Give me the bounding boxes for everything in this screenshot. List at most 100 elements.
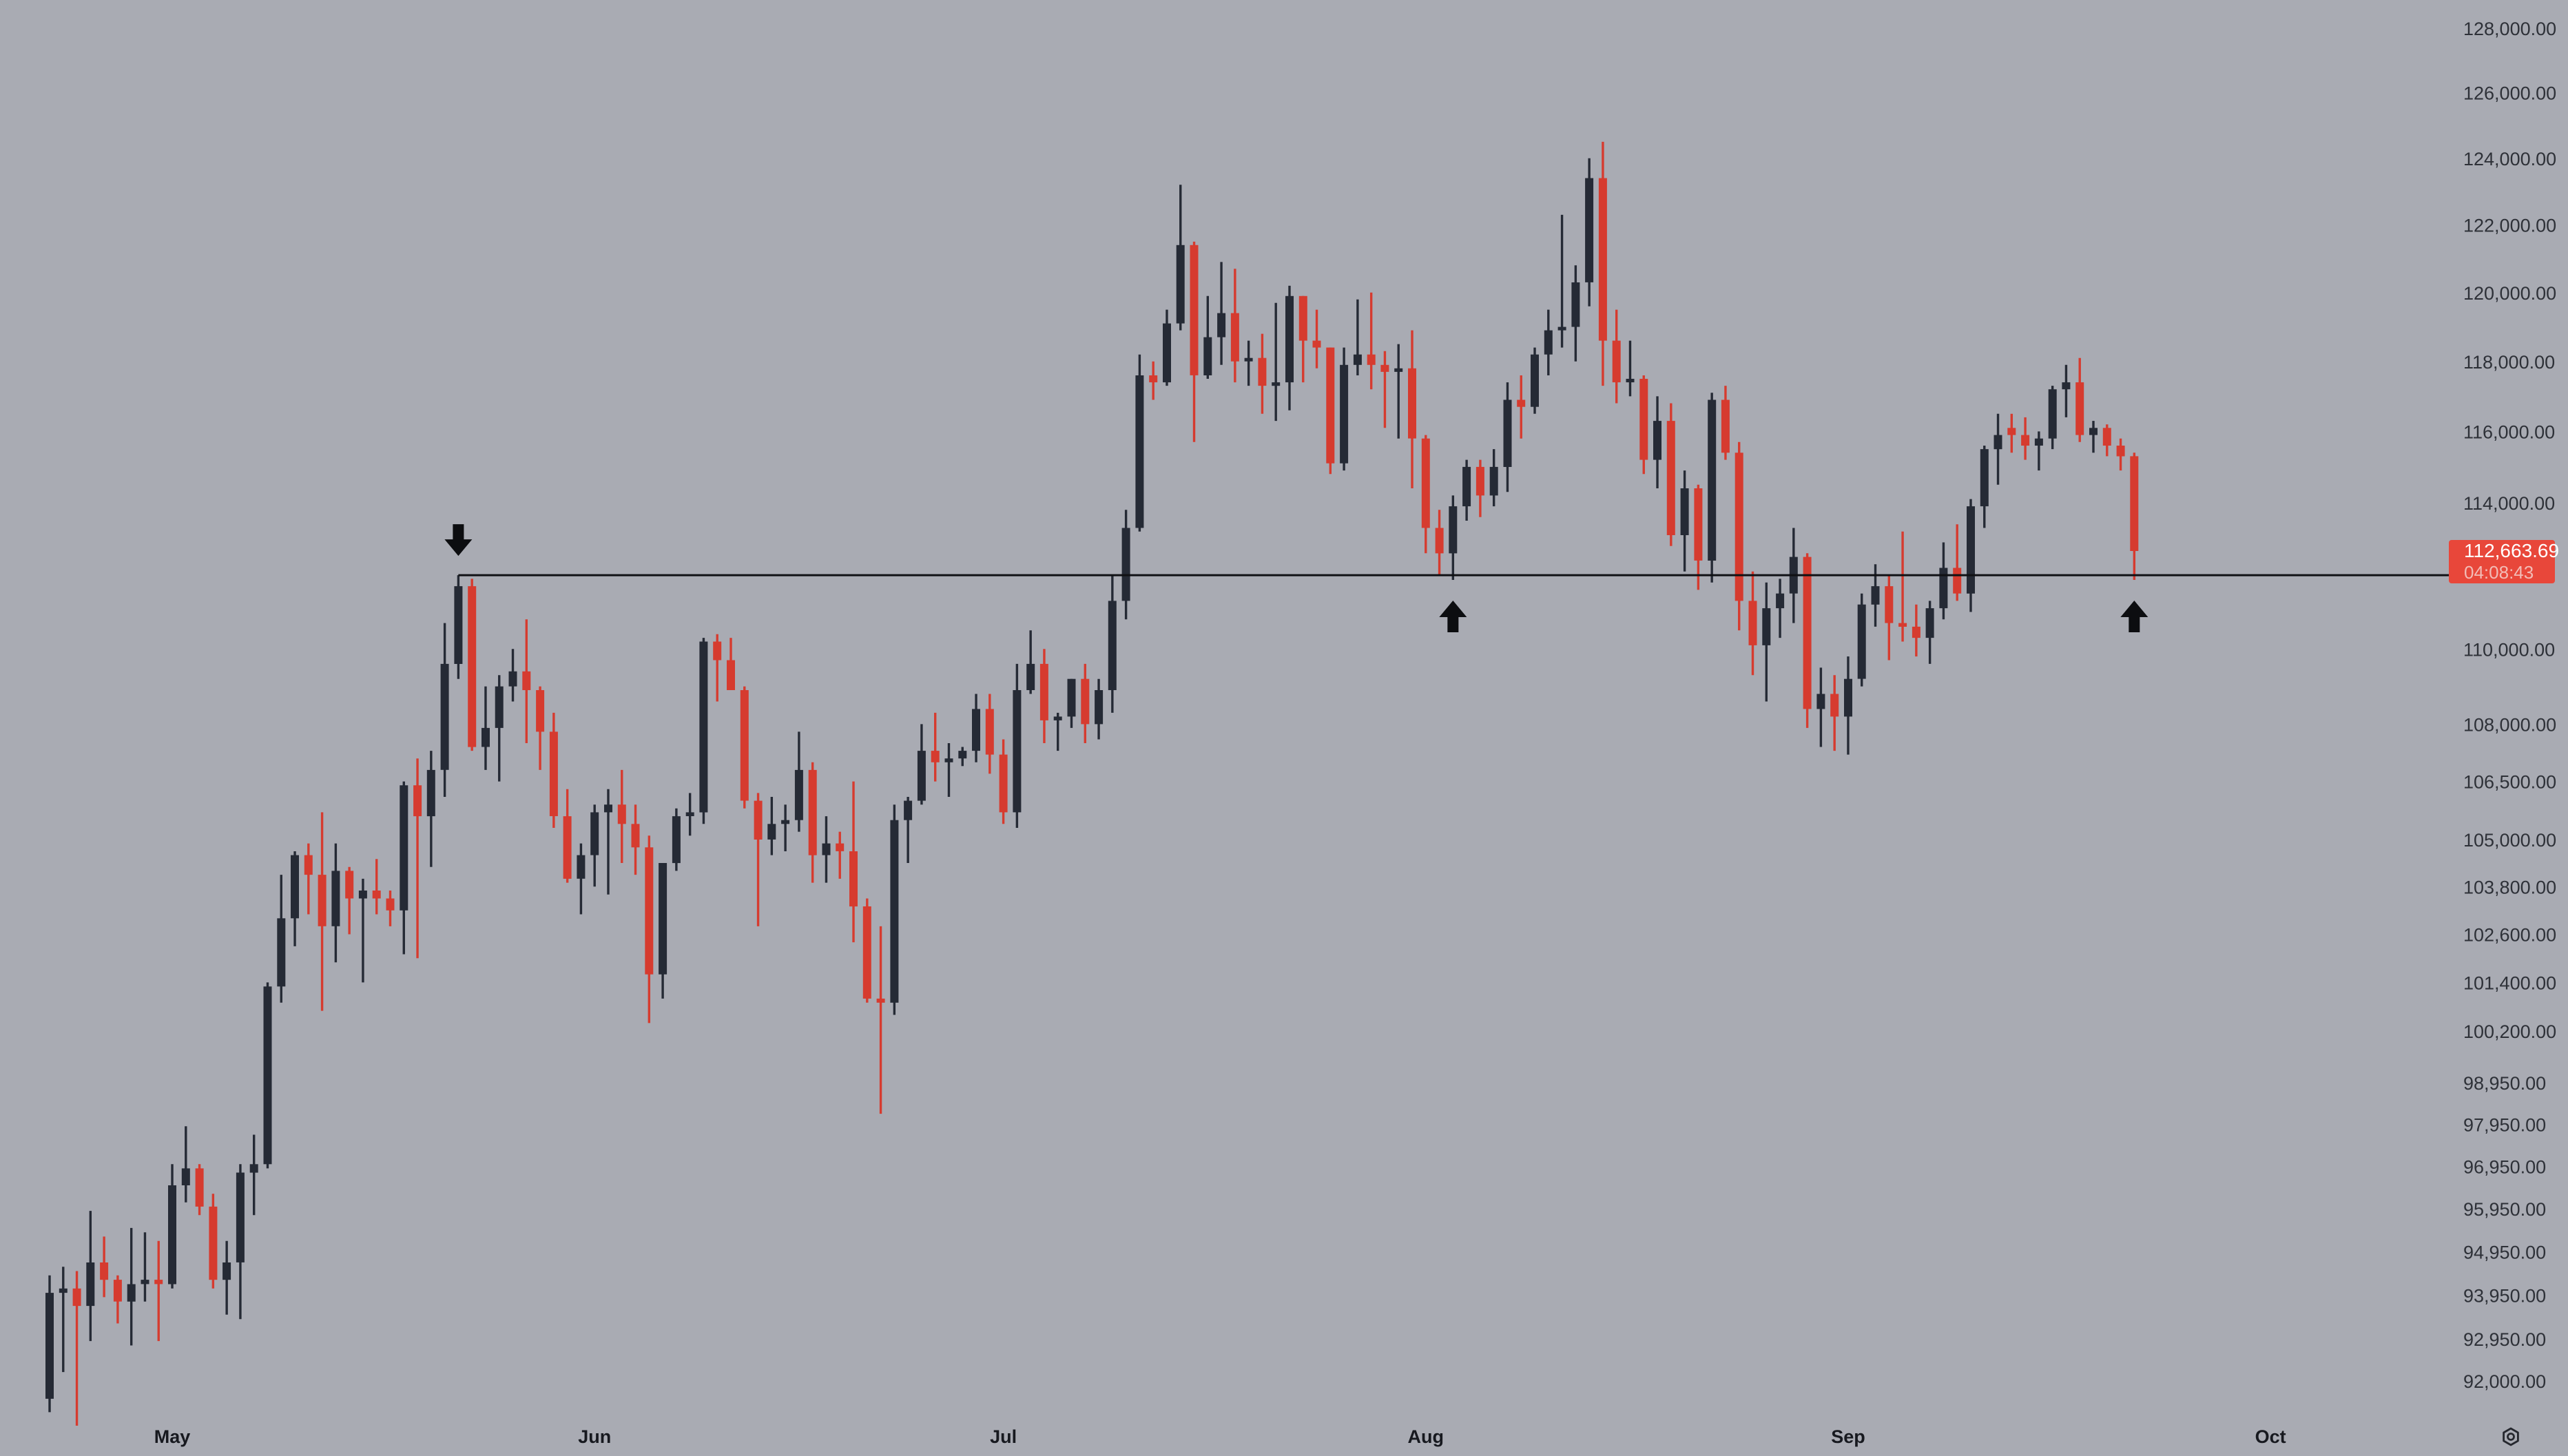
candle-body-up [1394,368,1403,372]
candle-body-down [2075,382,2084,435]
candle-body-down [304,855,313,875]
candle-body-up [1503,399,1512,467]
last-price-value: 112,663.69 [2464,540,2559,561]
candle-body-down [72,1288,81,1307]
candle-body-up [577,855,586,879]
candle-body-down [345,871,354,899]
candle-body-down [1598,178,1607,341]
candle-body-down [113,1280,122,1302]
down-arrow-marker-icon[interactable] [444,524,473,557]
up-arrow-marker-icon[interactable] [1439,601,1467,633]
candle-body-up [2089,428,2098,435]
candle-body-down [754,800,763,840]
candle-body-up [331,871,340,926]
candle-body-down [2116,446,2125,457]
price-axis-labels: 128,000.00 126,000.00 124,000.00 122,000.00… [2463,19,2556,1392]
candle-body-up [1176,245,1185,324]
candle-body-down [536,690,545,732]
candle-body-down [563,816,572,879]
candle-body-up [1571,282,1580,327]
month-tick-label: Sep [1831,1426,1865,1447]
candle-body-down [808,769,817,855]
time-axis[interactable] [0,1419,2568,1456]
candle-body-up [917,751,926,801]
candle-body-up [1067,678,1076,717]
candle-body-up [1353,354,1362,365]
month-tick-label: Jun [578,1426,611,1447]
candle-body-up [1857,604,1866,679]
candle-body-up [482,727,490,747]
candle-body-up [1108,601,1117,690]
candle-body-down [999,754,1008,813]
candle-body-down [1748,601,1757,645]
candle-body-down [1230,313,1239,362]
candle-body-up [699,641,708,813]
candle-body-down [1721,399,1730,453]
candle-body-up [1585,178,1594,282]
candles [45,141,2139,1426]
candle-body-up [1967,506,1975,594]
candle-body-up [291,855,299,919]
candle-body-up [1272,382,1281,386]
candle-body-down [549,731,558,816]
chart-pane[interactable] [0,0,2451,1419]
candle-body-up [440,663,449,770]
candle-body-down [195,1168,204,1207]
candle-body-up [1285,295,1294,383]
candle-body-up [1708,399,1717,561]
candle-body-up [2048,389,2057,439]
price-tick-label: 116,000.00 [2463,422,2555,442]
candle-body-up [1013,690,1022,813]
candle-body-down [522,671,531,690]
candle-body-down [631,824,640,848]
candle-body-down [1735,453,1743,601]
candle-body-down [2007,428,2016,435]
price-tick-label: 94,950.00 [2463,1242,2546,1262]
price-tick-label: 120,000.00 [2463,283,2556,304]
candle-body-up [508,671,517,687]
candle-body-down [1830,694,1839,717]
candle-body-up [1544,330,1553,355]
candle-body-up [904,800,913,820]
price-tick-label: 114,000.00 [2463,493,2555,514]
price-tick-label: 93,950.00 [2463,1285,2546,1306]
price-tick-label: 118,000.00 [2463,352,2555,373]
candle-body-down [1803,557,1812,709]
candle-body-up [1762,608,1771,645]
candle-body-down [617,804,626,824]
candle-body-down [154,1280,163,1285]
candle-body-up [604,804,612,813]
price-tick-label: 92,950.00 [2463,1329,2546,1350]
price-tick-label: 95,950.00 [2463,1199,2546,1220]
candle-body-up [1871,586,1880,605]
settings-gear-icon[interactable] [2503,1427,2519,1446]
time-axis-labels: May Jun Jul Aug Sep Oct [154,1426,2286,1447]
candle-body-up [685,812,694,816]
candle-body-up [794,769,803,820]
candle-body-up [1340,364,1349,464]
candle-body-down [1953,568,1962,594]
up-arrow-marker-icon[interactable] [2120,601,2148,633]
candle-body-down [740,690,749,801]
candle-body-down [1039,663,1048,720]
candle-body-up [1925,608,1934,638]
candle-body-up [2034,438,2043,446]
price-tick-label: 101,400.00 [2463,973,2556,993]
candle-body-up [890,820,899,1003]
candle-body-down [1081,678,1090,725]
candle-body-down [1367,354,1376,365]
price-tick-label: 102,600.00 [2463,925,2556,946]
candle-body-up [1135,375,1144,528]
candle-body-down [1149,375,1158,383]
price-tick-label: 98,950.00 [2463,1073,2546,1094]
gear-hole [2507,1433,2515,1441]
candle-body-down [836,843,845,851]
candle-body-up [45,1293,54,1399]
candle-body-up [1844,678,1852,717]
price-tick-label: 96,950.00 [2463,1156,2546,1177]
price-tick-label: 103,800.00 [2463,877,2556,897]
candle-body-down [645,847,654,975]
price-tick-label: 106,500.00 [2463,772,2556,793]
